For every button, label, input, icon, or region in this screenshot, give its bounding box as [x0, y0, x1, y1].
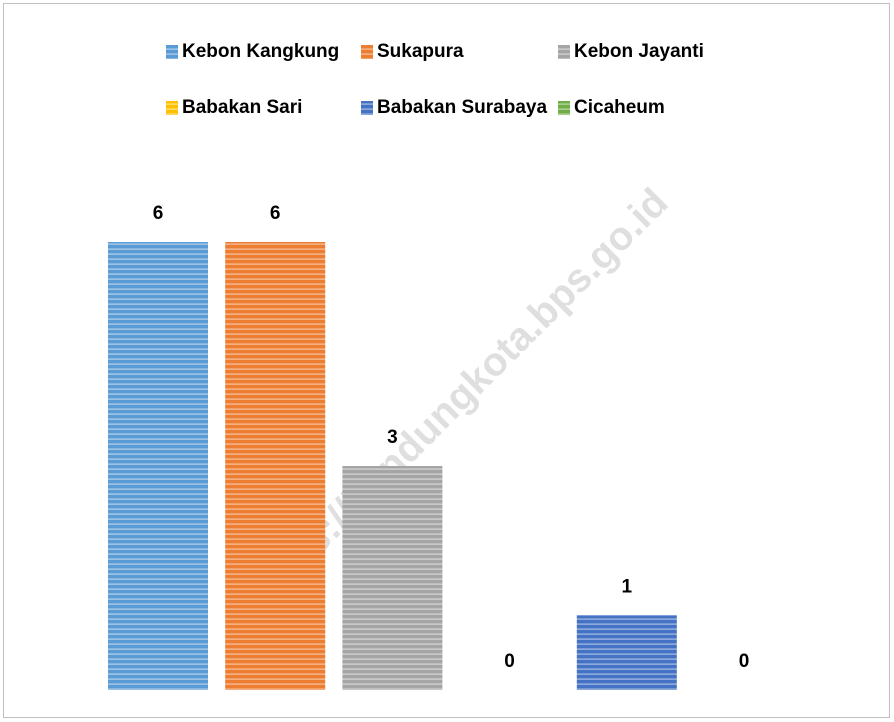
data-label: 0 [504, 651, 515, 672]
data-label: 1 [622, 576, 633, 597]
data-label: 0 [739, 651, 750, 672]
legend-swatch [166, 101, 178, 115]
legend-swatch [558, 101, 570, 115]
bar [576, 615, 677, 690]
legend-label: Cicaheum [574, 97, 665, 118]
legend-swatch [361, 45, 373, 59]
data-label: 6 [153, 203, 164, 224]
legend-label: Kebon Jayanti [574, 41, 704, 62]
legend-label: Kebon Kangkung [182, 41, 339, 62]
legend-swatch [558, 45, 570, 59]
legend-swatch [166, 45, 178, 59]
legend-label: Babakan Surabaya [377, 97, 547, 118]
bar [225, 242, 326, 690]
data-label: 3 [387, 427, 398, 448]
legend-label: Sukapura [377, 41, 464, 62]
legend-label: Babakan Sari [182, 97, 302, 118]
bar [342, 466, 443, 690]
bar [108, 242, 208, 690]
data-label: 6 [270, 203, 281, 224]
legend-swatch [361, 101, 373, 115]
